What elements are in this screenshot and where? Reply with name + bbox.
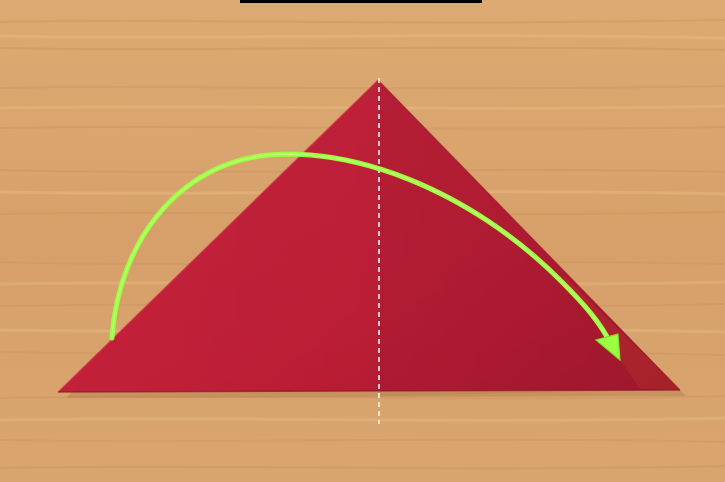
curved-fold-arrow-icon	[109, 151, 621, 362]
top-bar	[240, 0, 482, 3]
origami-paper-triangle	[57, 79, 681, 396]
